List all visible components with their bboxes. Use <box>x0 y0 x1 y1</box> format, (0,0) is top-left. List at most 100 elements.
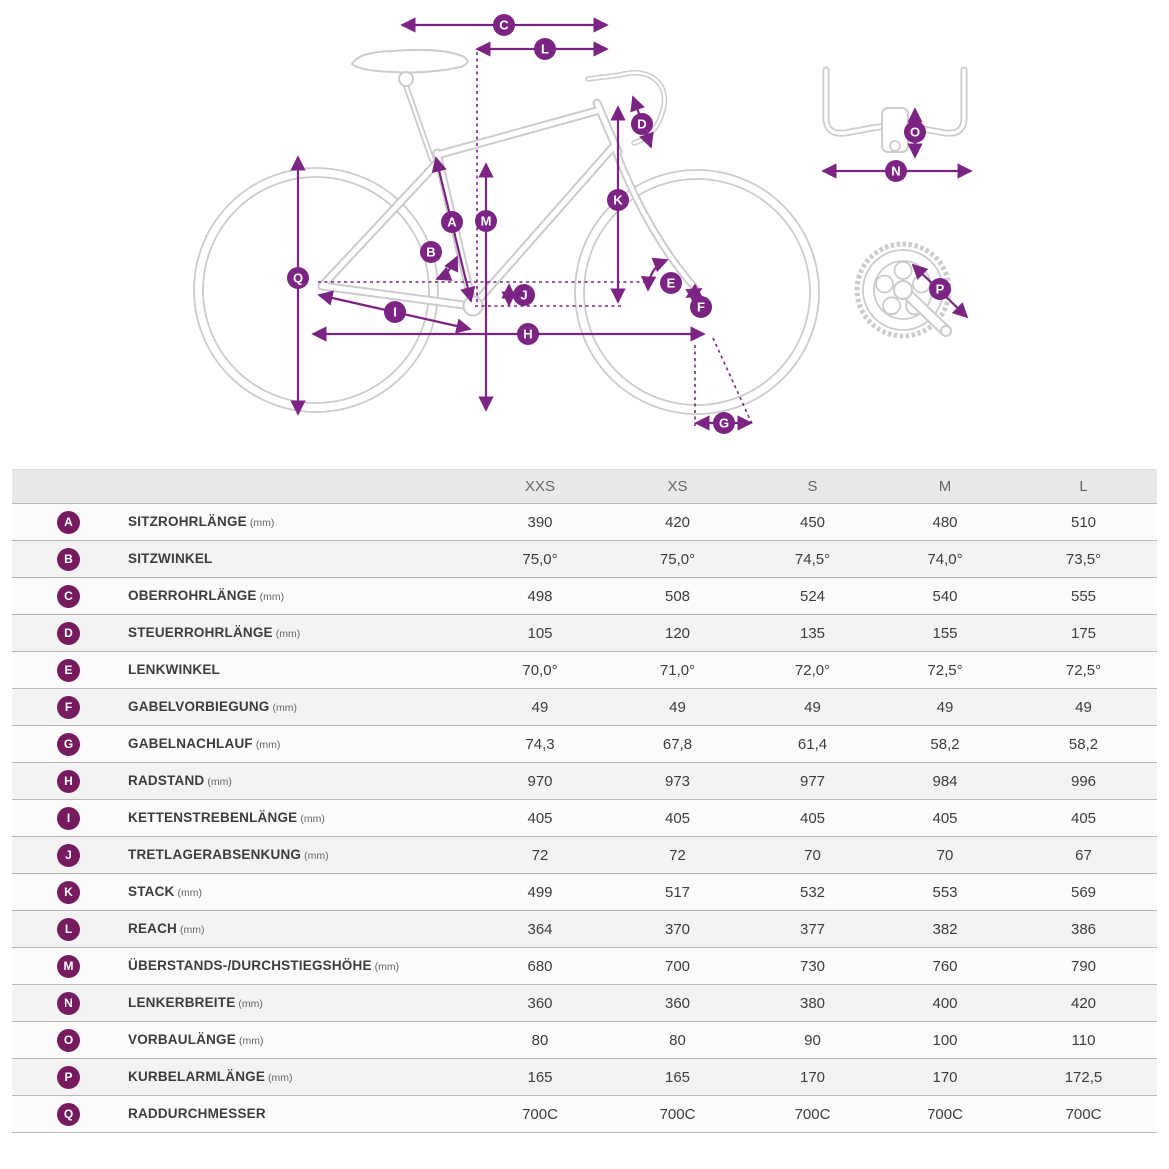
row-unit: (mm) <box>255 739 281 752</box>
diagram-marker-o: O <box>904 121 926 143</box>
row-badge: C <box>57 584 80 608</box>
row-label: GABELVORBIEGUNG <box>128 699 270 715</box>
cell-value: 360 <box>664 994 691 1012</box>
row-badge: K <box>57 880 80 904</box>
row-badge: N <box>57 991 80 1015</box>
cell-value: 700C <box>794 1105 831 1123</box>
cell-value: 405 <box>527 809 553 827</box>
cell-value: 364 <box>527 920 553 938</box>
cell-value: 105 <box>527 624 553 642</box>
cell-value: 58,2 <box>930 735 960 753</box>
table-row-m: M ÜBERSTANDS-/DURCHSTIEGSHÖHE (mm) 680 700… <box>12 947 1157 985</box>
svg-text:P: P <box>936 282 945 297</box>
cell-value: 70 <box>804 846 821 864</box>
row-label: VORBAULÄNGE <box>128 1032 236 1048</box>
table-row-j: J TRETLAGERABSENKUNG (mm) 72 72 70 70 67 <box>12 836 1157 874</box>
diagram-marker-g: G <box>713 412 735 434</box>
cell-value: 730 <box>799 957 826 975</box>
svg-text:L: L <box>541 42 549 57</box>
svg-text:C: C <box>499 18 509 33</box>
row-label: STACK <box>128 884 175 900</box>
row-unit: (mm) <box>272 702 298 715</box>
row-unit: (mm) <box>374 961 400 974</box>
cell-value: 540 <box>932 587 958 605</box>
row-unit: (mm) <box>268 1072 293 1085</box>
svg-text:I: I <box>393 305 397 320</box>
cell-value: 75,0° <box>522 550 558 568</box>
cell-value: 400 <box>932 994 958 1012</box>
row-label: GABELNACHLAUF <box>128 736 253 752</box>
cell-value: 90 <box>804 1031 821 1049</box>
cell-value: 973 <box>664 772 691 790</box>
cell-value: 532 <box>799 883 826 901</box>
diagram-marker-h: H <box>517 323 539 345</box>
row-badge: B <box>57 547 80 571</box>
row-badge: L <box>57 917 80 941</box>
cell-value: 172,5 <box>1064 1068 1103 1086</box>
cell-value: 380 <box>799 994 826 1012</box>
svg-text:J: J <box>520 288 527 303</box>
table-row-h: H RADSTAND (mm) 970 973 977 984 996 <box>12 762 1157 800</box>
pedal-hole <box>940 325 952 337</box>
table-row-c: C OBERROHRLÄNGE (mm) 498 508 524 540 555 <box>12 577 1157 615</box>
cell-value: 405 <box>799 809 826 827</box>
bike-frame <box>322 48 696 317</box>
row-label: KETTENSTREBENLÄNGE <box>128 810 298 826</box>
cell-value: 553 <box>932 883 958 901</box>
cell-value: 510 <box>1070 513 1097 531</box>
table-row-o: O VORBAULÄNGE (mm) 80 80 90 100 110 <box>12 1021 1157 1059</box>
row-unit: (mm) <box>275 628 301 641</box>
cell-value: 100 <box>932 1031 958 1049</box>
row-badge: Q <box>57 1102 80 1126</box>
cell-value: 70,0° <box>522 661 558 679</box>
handlebar-detail <box>826 70 964 153</box>
cell-value: 405 <box>664 809 691 827</box>
row-label: LENKERBREITE <box>128 995 236 1011</box>
cell-value: 49 <box>531 698 549 716</box>
cell-value: 405 <box>932 809 958 827</box>
table-row-i: I KETTENSTREBENLÄNGE (mm) 405 405 405 405 … <box>12 799 1157 837</box>
svg-text:M: M <box>481 214 492 229</box>
cell-value: 135 <box>799 624 826 642</box>
cell-value: 74,3 <box>525 735 555 753</box>
cell-value: 420 <box>664 513 691 531</box>
cell-value: 165 <box>527 1068 553 1086</box>
cell-value: 480 <box>932 513 958 531</box>
cell-value: 790 <box>1070 957 1097 975</box>
cell-value: 680 <box>527 957 553 975</box>
row-unit: (mm) <box>207 776 232 789</box>
svg-text:G: G <box>719 416 729 431</box>
cell-value: 72,5° <box>1065 661 1102 679</box>
measurement-arrows <box>290 17 973 431</box>
table-row-q: Q RADDURCHMESSER 700C 700C 700C 700C 700C <box>12 1095 1157 1133</box>
cell-value: 49 <box>804 698 821 716</box>
row-badge: G <box>57 732 80 756</box>
cell-value: 420 <box>1070 994 1097 1012</box>
cell-value: 450 <box>799 513 826 531</box>
stem-clamp <box>881 107 909 153</box>
cell-value: 517 <box>664 883 691 901</box>
svg-text:Q: Q <box>293 271 303 286</box>
cell-value: 75,0° <box>659 550 696 568</box>
diagram-marker-d: D <box>631 113 653 135</box>
table-row-e: E LENKWINKEL 70,0° 71,0° 72,0° 72,5° 72,5… <box>12 651 1157 689</box>
cell-value: 70 <box>936 846 954 864</box>
diagram-marker-m: M <box>475 210 497 232</box>
cell-value: 700C <box>659 1105 696 1123</box>
row-unit: (mm) <box>180 924 205 937</box>
cell-value: 405 <box>1070 809 1097 827</box>
diagram-marker-j: J <box>513 284 535 306</box>
row-unit: (mm) <box>177 887 203 900</box>
cell-value: 165 <box>664 1068 691 1086</box>
cell-value: 74,0° <box>927 550 963 568</box>
cell-value: 67 <box>1075 846 1092 864</box>
row-label: LENKWINKEL <box>128 662 220 678</box>
cell-value: 970 <box>527 772 553 790</box>
table-row-g: G GABELNACHLAUF (mm) 74,3 67,8 61,4 58,2 5… <box>12 725 1157 763</box>
cell-value: 700C <box>522 1105 558 1123</box>
cell-value: 360 <box>527 994 553 1012</box>
row-label: REACH <box>128 921 178 937</box>
cell-value: 72 <box>669 846 686 864</box>
cell-value: 49 <box>669 698 686 716</box>
row-badge: D <box>57 621 80 645</box>
